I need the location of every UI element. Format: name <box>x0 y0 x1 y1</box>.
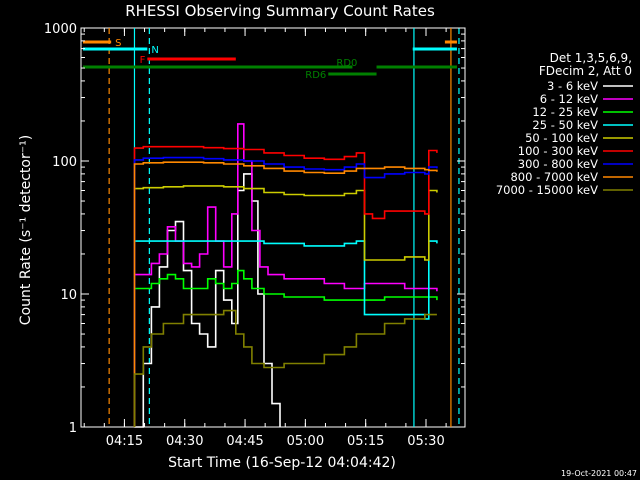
legend-entry-label: 6 - 12 keV <box>540 92 598 106</box>
legend-entry-label: 3 - 6 keV <box>547 79 598 93</box>
x-tick-label: 04:15 <box>106 434 143 449</box>
series-line <box>133 269 438 427</box>
legend-entry-label: 7000 - 15000 keV <box>496 183 598 197</box>
y-tick-label: 100 <box>52 155 77 170</box>
x-tick-label: 05:00 <box>287 434 324 449</box>
series-lines <box>133 123 438 428</box>
series-line <box>133 185 438 427</box>
state-bar-label: S <box>115 38 121 49</box>
x-tick-label: 05:15 <box>347 434 384 449</box>
legend-header-line: FDecim 2, Att 0 <box>539 64 632 78</box>
y-tick-label: 1 <box>69 421 77 436</box>
y-axis-label: Count Rate (s⁻¹ detector⁻¹) <box>18 135 34 325</box>
legend-entry-label: 300 - 800 keV <box>518 157 598 171</box>
series-line <box>133 161 438 427</box>
series-line <box>133 156 438 427</box>
legend-entry-label: 25 - 50 keV <box>532 118 598 132</box>
series-line <box>134 173 281 428</box>
legend-entry-label: 100 - 300 keV <box>518 144 598 158</box>
attenuator-state-bars: S NF RD0 RD6 <box>83 38 457 81</box>
y-tick-label: 1000 <box>44 22 77 37</box>
series-line <box>133 309 437 427</box>
legend: Det 1,3,5,6,9,FDecim 2, Att 03 - 6 keV6 … <box>496 51 633 197</box>
series-line <box>133 123 438 427</box>
plot-frame <box>80 27 466 428</box>
legend-entry-label: 800 - 7000 keV <box>510 170 598 184</box>
state-bar-label: RD0 <box>336 58 357 69</box>
x-tick-label: 04:30 <box>166 434 203 449</box>
x-tick-label: 05:30 <box>407 434 444 449</box>
axes: 1 10 100 1000 04:15 04:30 04:45 05:00 05:15 05:30 <box>44 22 465 449</box>
x-tick-label: 04:45 <box>226 434 263 449</box>
series-line <box>133 240 438 427</box>
legend-entry-label: 12 - 25 keV <box>532 105 598 119</box>
series-line <box>133 145 438 427</box>
x-axis-label: Start Time (16-Sep-12 04:04:42) <box>168 455 396 471</box>
legend-entry-label: 50 - 100 keV <box>525 131 598 145</box>
state-bar-label: F <box>140 55 146 66</box>
footer-date: 19-Oct-2021 00:47 <box>561 469 637 478</box>
state-bar-label: RD6 <box>305 70 326 81</box>
chart-title: RHESSI Observing Summary Count Rates <box>125 2 435 20</box>
legend-header-line: Det 1,3,5,6,9, <box>550 51 632 65</box>
y-tick-label: 10 <box>60 288 77 303</box>
state-bar-label: N <box>151 45 158 56</box>
